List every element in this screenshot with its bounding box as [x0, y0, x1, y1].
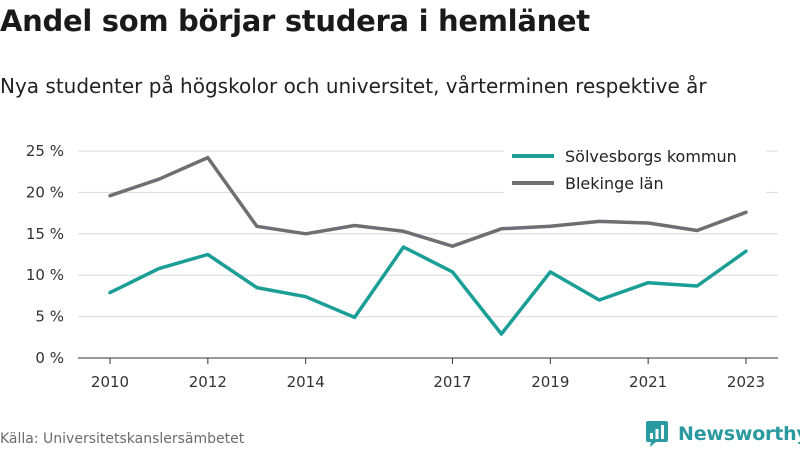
- chart-subtitle: Nya studenter på högskolor och universit…: [0, 74, 707, 98]
- x-tick-label: 2017: [433, 373, 471, 391]
- y-tick-label: 10 %: [26, 266, 64, 284]
- newsworthy-logo-icon: [646, 421, 668, 447]
- x-tick-label: 2023: [727, 373, 765, 391]
- y-tick-label: 25 %: [26, 142, 64, 160]
- legend-background: [504, 138, 766, 196]
- source-note: Källa: Universitetskanslersämbetet: [0, 431, 245, 447]
- y-tick-label: 0 %: [35, 349, 64, 367]
- line-chart: 0 % 5 % 10 % 15 % 20 % 25 % 2010 2012 2014 2017 20…: [25, 138, 778, 391]
- chart-title: Andel som börjar studera i hemlänet: [0, 4, 590, 38]
- series-line-solvesborg: [108, 245, 748, 336]
- x-tick-label: 2019: [531, 373, 569, 391]
- x-tick-label: 2010: [91, 373, 129, 391]
- x-tick-label: 2021: [629, 373, 667, 391]
- legend-label: Blekinge län: [565, 174, 664, 193]
- legend-label: Sölvesborgs kommun: [565, 147, 737, 166]
- y-tick-label: 5 %: [35, 308, 64, 326]
- newsworthy-logo-text: Newsworthy: [678, 423, 800, 445]
- y-tick-label: 20 %: [26, 183, 64, 201]
- y-tick-label: 15 %: [26, 225, 64, 243]
- newsworthy-logo: Newsworthy: [644, 420, 800, 448]
- x-tick-label: 2014: [287, 373, 325, 391]
- series-line-blekinge: [108, 155, 748, 248]
- x-tick-label: 2012: [189, 373, 227, 391]
